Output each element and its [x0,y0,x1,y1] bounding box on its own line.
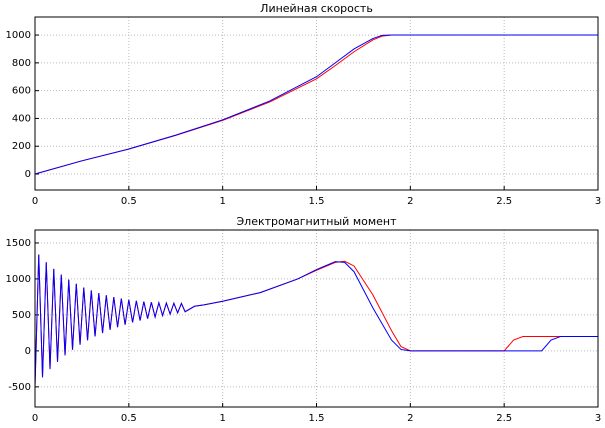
y-tick-label: 0 [25,346,31,357]
x-tick-label: 1.5 [309,413,325,424]
x-tick-label: 1 [219,196,225,207]
x-tick-label: 0.5 [121,413,137,424]
x-tick-label: 3 [595,413,601,424]
y-tick-label: 800 [12,58,31,69]
y-tick-label: 1000 [6,30,31,41]
x-tick-label: 1.5 [309,196,325,207]
y-tick-label: 1500 [6,238,31,249]
y-tick-label: 400 [12,113,31,124]
y-tick-label: 600 [12,86,31,97]
x-tick-label: 1 [219,413,225,424]
x-tick-label: 2 [407,196,413,207]
x-tick-label: 0.5 [121,196,137,207]
y-tick-label: 0 [25,169,31,180]
x-tick-label: 0 [32,196,38,207]
chart-title: Линейная скорость [260,2,373,15]
x-tick-label: 2 [407,413,413,424]
y-tick-label: 200 [12,141,31,152]
y-tick-label: -500 [8,382,31,393]
x-tick-label: 2.5 [496,413,512,424]
x-tick-label: 2.5 [496,196,512,207]
data-line [35,34,598,175]
x-tick-label: 3 [595,196,601,207]
y-tick-label: 500 [12,310,31,321]
axes-frame [34,229,599,408]
chart-title: Электромагнитный момент [236,215,397,228]
data-line [35,254,598,387]
y-tick-label: 1000 [6,274,31,285]
axes-frame [34,16,599,191]
x-tick-label: 0 [32,413,38,424]
